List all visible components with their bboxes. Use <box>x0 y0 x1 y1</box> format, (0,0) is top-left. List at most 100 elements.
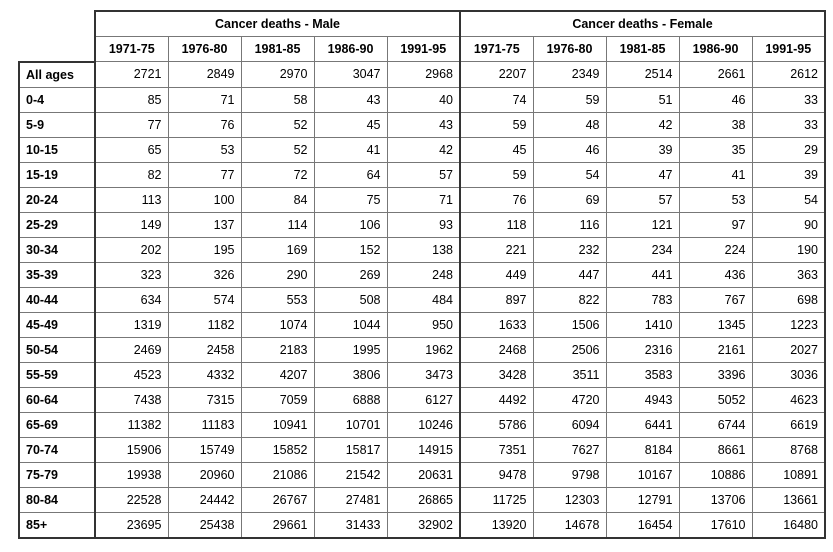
row-label: 50-54 <box>18 336 96 363</box>
cell: 1044 <box>313 311 388 338</box>
cell: 4943 <box>605 386 680 413</box>
cell: 41 <box>678 161 753 188</box>
header-row: 1971-75 1976-80 1981-85 1986-90 1991-95 1971-… <box>19 36 826 62</box>
cell: 1345 <box>678 311 753 338</box>
cell: 7351 <box>459 436 534 463</box>
cell: 11725 <box>459 486 534 513</box>
cell: 363 <box>751 261 826 288</box>
cell: 8184 <box>605 436 680 463</box>
cell: 9798 <box>532 461 607 488</box>
cell: 3806 <box>313 361 388 388</box>
cell: 4523 <box>94 361 169 388</box>
cell: 234 <box>605 236 680 263</box>
cell: 57 <box>386 161 461 188</box>
cell: 634 <box>94 286 169 313</box>
row-label: 60-64 <box>18 386 96 413</box>
cell: 121 <box>605 211 680 238</box>
cell: 12303 <box>532 486 607 513</box>
cell: 248 <box>386 261 461 288</box>
cell: 85 <box>94 86 169 113</box>
row-label: 80-84 <box>18 486 96 513</box>
header-row: Cancer deaths - Male Cancer deaths - Fema… <box>19 10 826 63</box>
cell: 3036 <box>751 361 826 388</box>
cell: 326 <box>167 261 242 288</box>
cell: 15852 <box>240 436 315 463</box>
cell: 59 <box>459 111 534 138</box>
data-row: 65-69 11382 11183 10941 10701 10246 5786 6094 64… <box>18 411 826 438</box>
cell: 138 <box>386 236 461 263</box>
cell: 46 <box>678 86 753 113</box>
row-label: 40-44 <box>18 286 96 313</box>
cell: 950 <box>386 311 461 338</box>
cell: 29661 <box>240 511 315 539</box>
cell: 574 <box>167 286 242 313</box>
cell: 3428 <box>459 361 534 388</box>
cell: 447 <box>532 261 607 288</box>
cell: 39 <box>605 136 680 163</box>
cell: 116 <box>532 211 607 238</box>
cell: 24442 <box>167 486 242 513</box>
cell: 58 <box>240 86 315 113</box>
cell: 15906 <box>94 436 169 463</box>
row-label: 70-74 <box>18 436 96 463</box>
cell: 76 <box>459 186 534 213</box>
cell: 72 <box>240 161 315 188</box>
cell: 82 <box>94 161 169 188</box>
cell: 2514 <box>605 61 680 88</box>
cell: 10886 <box>678 461 753 488</box>
cell: 64 <box>313 161 388 188</box>
cell: 6744 <box>678 411 753 438</box>
period-header: 1991-95 <box>751 36 826 62</box>
group-header: Cancer deaths - Female <box>459 10 826 37</box>
cell: 90 <box>751 211 826 238</box>
cell: 6441 <box>605 411 680 438</box>
cell: 4332 <box>167 361 242 388</box>
cell: 698 <box>751 286 826 313</box>
data-row: 80-84 22528 24442 26767 27481 26865 11725 12303… <box>18 486 826 513</box>
cell: 508 <box>313 286 388 313</box>
cell: 10701 <box>313 411 388 438</box>
cell: 77 <box>167 161 242 188</box>
cell: 202 <box>94 236 169 263</box>
cell: 71 <box>167 86 242 113</box>
cell: 2183 <box>240 336 315 363</box>
cell: 3511 <box>532 361 607 388</box>
cell: 118 <box>459 211 534 238</box>
cell: 48 <box>532 111 607 138</box>
data-row: 55-59 4523 4332 4207 3806 3473 3428 3511 3583 339… <box>18 361 826 388</box>
cell: 4720 <box>532 386 607 413</box>
row-label: 65-69 <box>18 411 96 438</box>
cell: 6127 <box>386 386 461 413</box>
row-label: 35-39 <box>18 261 96 288</box>
cell: 33 <box>751 86 826 113</box>
row-label: 30-34 <box>18 236 96 263</box>
cell: 16454 <box>605 511 680 539</box>
cancer-deaths-table: Cancer deaths - Male Cancer deaths - Fema… <box>18 10 826 539</box>
cell: 53 <box>678 186 753 213</box>
cell: 137 <box>167 211 242 238</box>
row-label: 0-4 <box>18 86 96 113</box>
period-header: 1991-95 <box>386 36 461 62</box>
cell: 106 <box>313 211 388 238</box>
cell: 15749 <box>167 436 242 463</box>
row-label: 55-59 <box>18 361 96 388</box>
cell: 13661 <box>751 486 826 513</box>
period-header: 1971-75 <box>459 36 534 62</box>
cell: 3047 <box>313 61 388 88</box>
cell: 71 <box>386 186 461 213</box>
cell: 224 <box>678 236 753 263</box>
cell: 323 <box>94 261 169 288</box>
cell: 42 <box>605 111 680 138</box>
data-row: 15-19 82 77 72 64 57 59 54 47 41 39 <box>18 161 826 188</box>
cell: 449 <box>459 261 534 288</box>
cell: 52 <box>240 136 315 163</box>
cell: 3583 <box>605 361 680 388</box>
row-label: 25-29 <box>18 211 96 238</box>
cell: 10941 <box>240 411 315 438</box>
cell: 33 <box>751 111 826 138</box>
cell: 2349 <box>532 61 607 88</box>
cell: 17610 <box>678 511 753 539</box>
cell: 69 <box>532 186 607 213</box>
cell: 484 <box>386 286 461 313</box>
